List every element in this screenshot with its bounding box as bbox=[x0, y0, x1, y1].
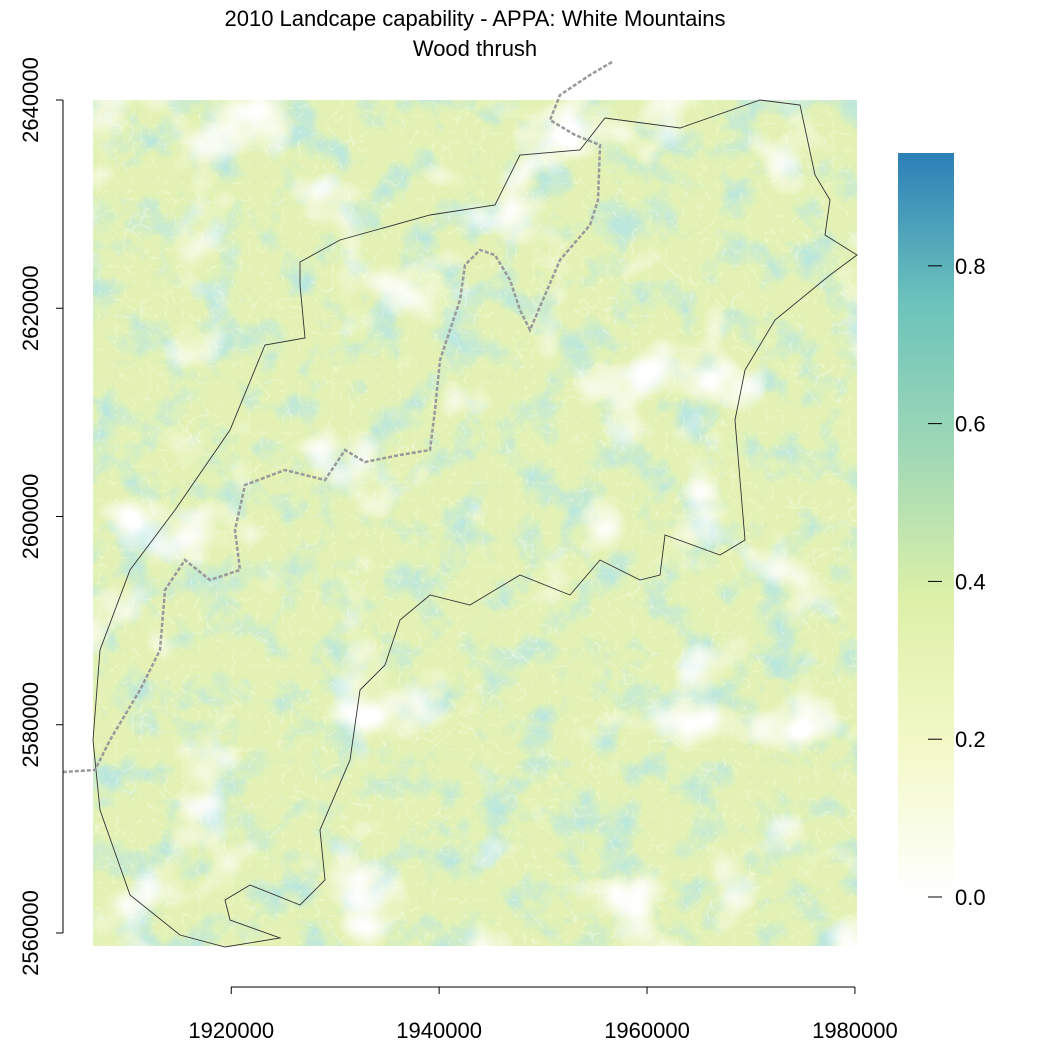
y-tick-label: 2640000 bbox=[18, 57, 43, 143]
park-boundary bbox=[92, 99, 858, 948]
colorbar-tick-label: 0.2 bbox=[955, 727, 986, 752]
chart-subtitle: Wood thrush bbox=[413, 36, 537, 61]
colorbar-tick-label: 0.6 bbox=[955, 412, 986, 437]
colorbar-tick-label: 0.8 bbox=[955, 254, 986, 279]
colorbar bbox=[898, 153, 954, 897]
y-tick-label: 2600000 bbox=[18, 474, 43, 560]
state-boundary bbox=[61, 60, 613, 774]
y-tick-label: 2620000 bbox=[18, 265, 43, 351]
x-tick-label: 1980000 bbox=[812, 1018, 898, 1043]
y-tick-label: 2580000 bbox=[18, 682, 43, 768]
x-tick-label: 1920000 bbox=[188, 1018, 274, 1043]
chart-title: 2010 Landcape capability - APPA: White M… bbox=[224, 6, 725, 31]
raster-roads bbox=[93, 100, 857, 946]
raster-layer bbox=[93, 100, 857, 946]
y-tick-label: 2560000 bbox=[18, 890, 43, 976]
colorbar-tick-label: 0.4 bbox=[955, 569, 986, 594]
x-tick-label: 1940000 bbox=[396, 1018, 482, 1043]
colorbar-tick-label: 0.0 bbox=[955, 885, 986, 910]
x-tick-label: 1960000 bbox=[604, 1018, 690, 1043]
